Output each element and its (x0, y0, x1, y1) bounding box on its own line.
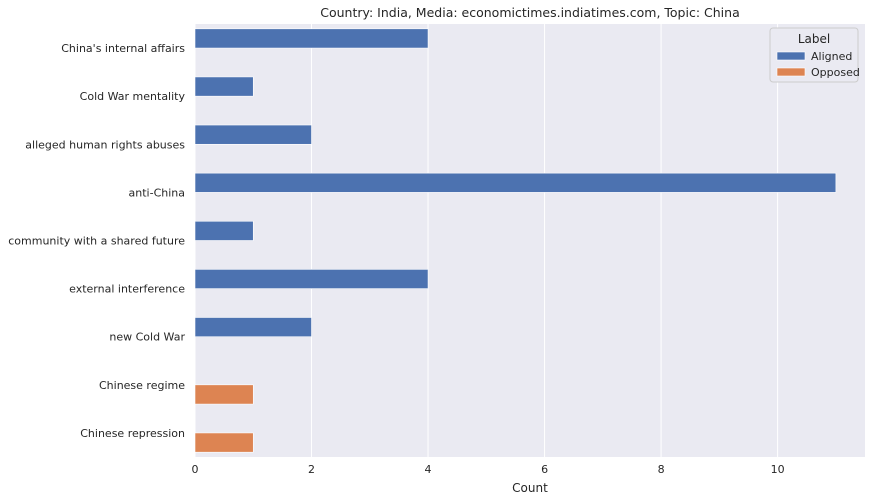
bar-aligned (194, 28, 429, 49)
plot-area (195, 24, 865, 457)
x-tick-label: 10 (771, 463, 785, 476)
bar-aligned (194, 124, 312, 145)
x-tick-label: 6 (541, 463, 548, 476)
legend-label-aligned: Aligned (811, 50, 852, 63)
y-tick-label: China's internal affairs (61, 42, 185, 55)
bar-aligned (194, 269, 429, 289)
legend-title: Label (798, 32, 830, 46)
chart-title: Country: India, Media: economictimes.ind… (320, 5, 739, 20)
x-axis-label: Count (512, 481, 548, 495)
legend: Label Aligned Opposed (769, 27, 860, 83)
legend-swatch-aligned (776, 51, 806, 61)
x-tick-label: 8 (658, 463, 665, 476)
y-tick-labels: China's internal affairs Cold War mentali… (8, 42, 185, 440)
bar-aligned (194, 76, 254, 97)
y-tick-label: Chinese regime (99, 379, 185, 392)
y-tick-label: alleged human rights abuses (25, 138, 185, 151)
y-tick-label: Chinese repression (80, 427, 185, 440)
bar-opposed (194, 432, 254, 453)
x-tick-labels: 0 2 4 6 8 10 (192, 463, 785, 476)
legend-label-opposed: Opposed (811, 66, 860, 79)
x-tick-label: 0 (192, 463, 199, 476)
y-tick-label: external interference (69, 283, 185, 296)
x-tick-label: 4 (425, 463, 432, 476)
y-tick-label: community with a shared future (8, 235, 185, 248)
bar-aligned (194, 220, 254, 241)
y-tick-label: anti-China (129, 186, 185, 199)
y-tick-label: new Cold War (109, 331, 185, 344)
bar-aligned (194, 317, 312, 338)
bar-aligned (194, 172, 837, 193)
y-tick-label: Cold War mentality (80, 90, 186, 103)
bars (194, 28, 837, 453)
x-tick-label: 2 (308, 463, 315, 476)
legend-swatch-opposed (776, 67, 806, 77)
bar-opposed (194, 384, 254, 405)
